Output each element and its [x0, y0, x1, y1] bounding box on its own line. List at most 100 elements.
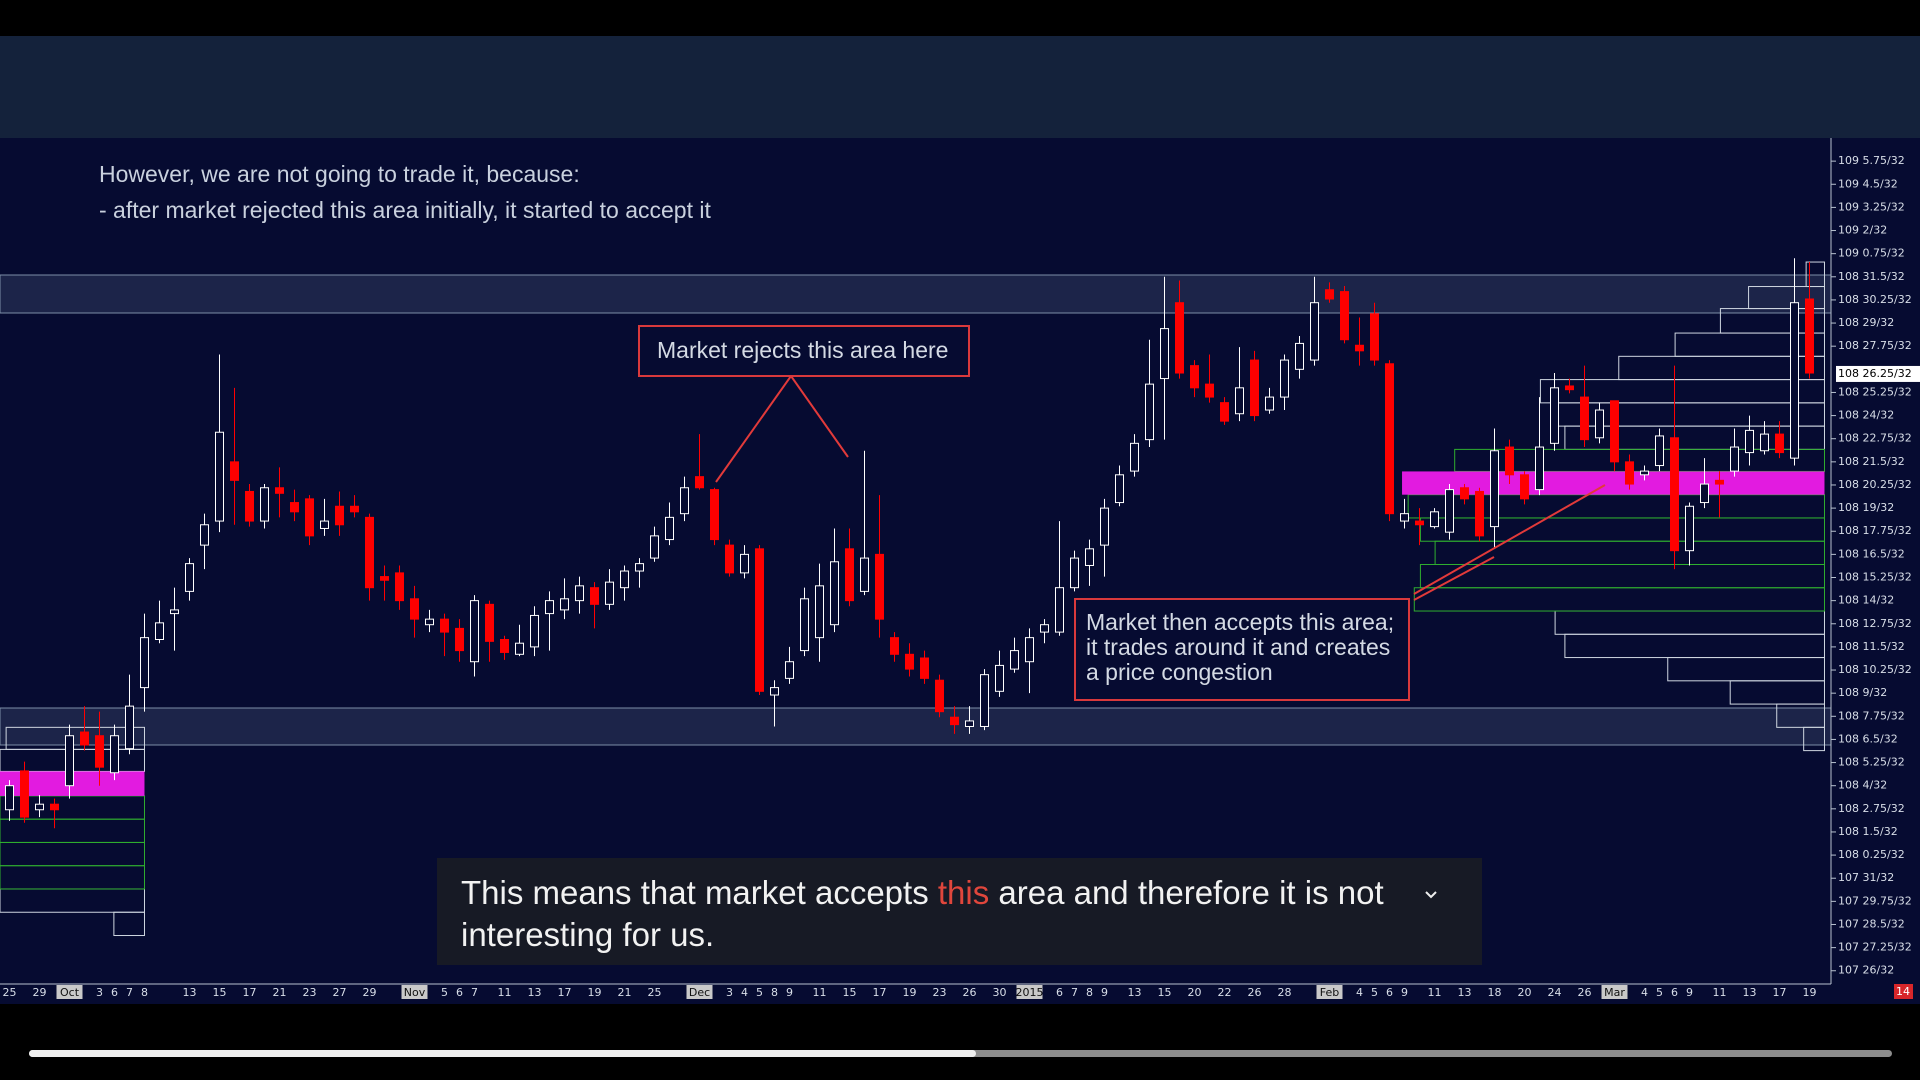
- x-tick-label: 5: [441, 986, 448, 999]
- candle-body: [365, 516, 374, 589]
- last-price-box: [1836, 365, 1920, 382]
- y-tick-label: 108 15.25/32: [1838, 571, 1912, 584]
- candle-body: [1160, 328, 1169, 380]
- candle-body: [320, 520, 329, 529]
- caption-toggle[interactable]: [1422, 885, 1440, 903]
- x-tick-label: Feb: [1320, 986, 1339, 999]
- y-tick-label: 107 28.5/32: [1838, 917, 1905, 930]
- candle-body: [755, 548, 764, 692]
- x-tick-label: 25: [648, 986, 662, 999]
- period-box: [1016, 985, 1043, 999]
- candle-body: [1715, 479, 1724, 485]
- annotation-box: Market rejects this area here: [638, 325, 970, 377]
- candle-body: [1760, 433, 1769, 452]
- candle-body: [860, 557, 869, 592]
- candle-body: [1655, 435, 1664, 467]
- x-tick-label: 18: [1488, 986, 1502, 999]
- candle-body: [275, 487, 284, 494]
- candle-body: [1085, 548, 1094, 566]
- candle-body: [830, 561, 839, 626]
- candle-body: [920, 657, 929, 679]
- profile-box: [0, 865, 145, 890]
- candle-body: [80, 731, 89, 746]
- x-tick-label: 5: [1656, 986, 1663, 999]
- note-line: - after market rejected this area initia…: [99, 197, 711, 223]
- candle-body: [1370, 313, 1379, 361]
- candle-body: [1070, 557, 1079, 589]
- x-tick-label: 15: [1158, 986, 1172, 999]
- x-tick-label: 21: [618, 986, 632, 999]
- candle-body: [1775, 433, 1784, 454]
- x-tick-label: 6: [1386, 986, 1393, 999]
- annotation-arrow: [1413, 484, 1606, 595]
- candle-body: [560, 598, 569, 611]
- x-tick-label: 20: [1188, 986, 1202, 999]
- candles: [5, 258, 1814, 829]
- top-bar: [0, 0, 1920, 36]
- corner-label: 14: [1896, 985, 1910, 998]
- candle-body: [695, 476, 704, 489]
- x-tick-label: 19: [588, 986, 602, 999]
- profile-box: [113, 911, 145, 937]
- y-tick-label: 107 29.75/32: [1838, 894, 1912, 907]
- x-tick-label: 20: [1518, 986, 1532, 999]
- candle-body: [1580, 396, 1589, 441]
- caption-highlight: this: [937, 874, 990, 911]
- candle-body: [110, 735, 119, 774]
- y-tick-label: 108 20.25/32: [1838, 478, 1912, 491]
- candle-body: [950, 716, 959, 726]
- period-box: [401, 985, 428, 999]
- x-tick-label: 25: [3, 986, 17, 999]
- x-tick-label: 17: [558, 986, 572, 999]
- x-tick-label: 30: [993, 986, 1007, 999]
- candle-body: [410, 598, 419, 620]
- candle-body: [425, 618, 434, 626]
- progress-played: [29, 1050, 976, 1057]
- candle-body: [1385, 363, 1394, 515]
- x-tick-label: 7: [126, 986, 133, 999]
- y-tick-label: 108 17.75/32: [1838, 524, 1912, 537]
- candle-body: [350, 505, 359, 513]
- x-tick-label: 13: [1743, 986, 1757, 999]
- candle-body: [440, 618, 449, 633]
- candle-body: [1595, 409, 1604, 439]
- candle-body: [20, 770, 29, 818]
- candle-body: [1640, 470, 1649, 476]
- candle-body: [1550, 387, 1559, 444]
- y-tick-label: 109 3.25/32: [1838, 200, 1905, 213]
- candle-body: [65, 735, 74, 787]
- candle-body: [545, 600, 554, 615]
- header-area: [0, 36, 1920, 138]
- y-tick-label: 108 19/32: [1838, 501, 1894, 514]
- candle-body: [140, 637, 149, 689]
- candle-body: [725, 544, 734, 574]
- candle-body: [380, 576, 389, 581]
- candle-body: [1490, 450, 1499, 528]
- candle-body: [635, 563, 644, 572]
- candle-body: [770, 687, 779, 696]
- x-tick-label: 8: [1086, 986, 1093, 999]
- time-axis: 25 29 Oct 3 6 7 8 13 15 17 21 23 27 29 Nov 5 6 7 11 13 17 19 2…: [3, 985, 1817, 999]
- y-tick-label: 109 4.5/32: [1838, 177, 1898, 190]
- candle-body: [995, 664, 1004, 692]
- candle-body: [1670, 437, 1679, 552]
- x-tick-label: Nov: [404, 986, 426, 999]
- corner-badge: [1894, 984, 1913, 999]
- candle-body: [230, 461, 239, 481]
- x-tick-label: 29: [363, 986, 377, 999]
- progress-bar[interactable]: [29, 1050, 1892, 1057]
- x-tick-label: 8: [771, 986, 778, 999]
- support-band: [0, 707, 1832, 746]
- x-tick-label: 23: [933, 986, 947, 999]
- y-tick-label: 108 25.25/32: [1838, 385, 1912, 398]
- y-tick-label: 108 21.5/32: [1838, 455, 1905, 468]
- x-tick-label: 11: [813, 986, 827, 999]
- y-tick-label: 108 6.5/32: [1838, 732, 1898, 745]
- x-tick-label: 24: [1548, 986, 1562, 999]
- candle-body: [485, 603, 494, 642]
- x-tick-label: 9: [1401, 986, 1408, 999]
- y-tick-label: 108 31.5/32: [1838, 270, 1905, 283]
- x-tick-label: 5: [756, 986, 763, 999]
- x-tick-label: Mar: [1604, 986, 1625, 999]
